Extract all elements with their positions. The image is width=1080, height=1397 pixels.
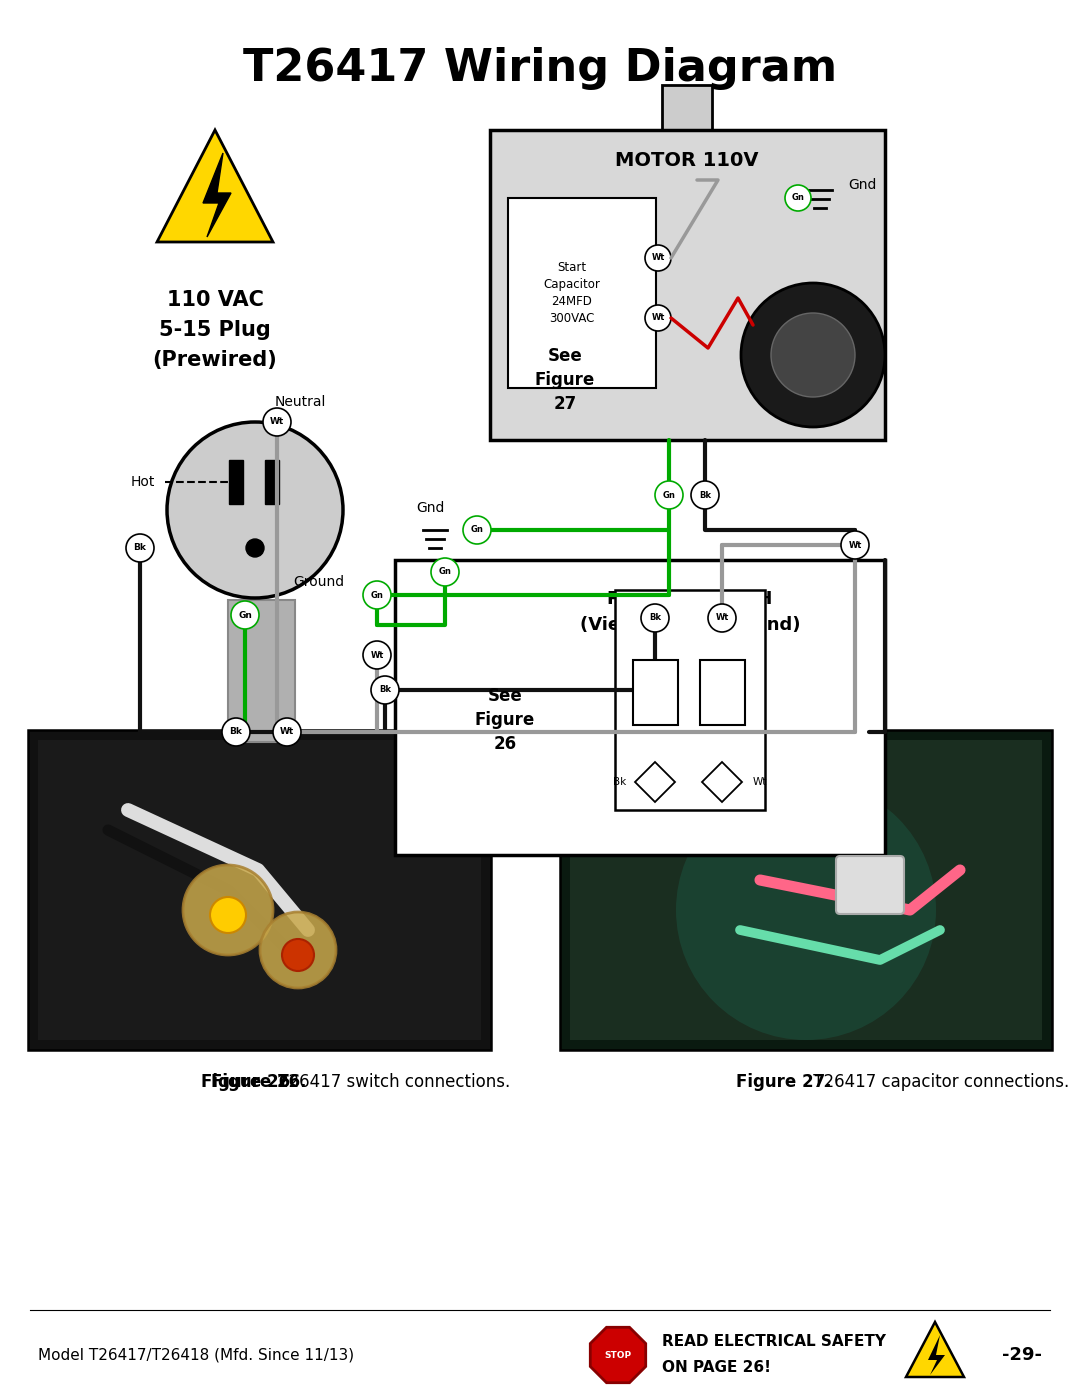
FancyBboxPatch shape [615,590,765,810]
Polygon shape [928,1336,945,1375]
FancyBboxPatch shape [561,731,1052,1051]
FancyBboxPatch shape [836,856,904,914]
Circle shape [363,581,391,609]
Text: See
Figure
27: See Figure 27 [535,348,595,412]
FancyBboxPatch shape [662,85,712,131]
Polygon shape [635,761,675,802]
Text: Bk: Bk [613,777,626,787]
Text: Gn: Gn [792,194,805,203]
FancyBboxPatch shape [228,599,295,742]
FancyBboxPatch shape [490,130,885,440]
Text: Figure 26.: Figure 26. [212,1073,307,1091]
Circle shape [363,641,391,669]
Circle shape [210,897,246,933]
Circle shape [642,604,669,631]
Text: See
Figure
26: See Figure 26 [475,687,535,753]
Text: 5-15 Plug: 5-15 Plug [159,320,271,339]
Text: ON PAGE 26!: ON PAGE 26! [662,1361,771,1376]
Text: Bk: Bk [649,613,661,623]
Circle shape [785,184,811,211]
FancyBboxPatch shape [395,560,885,855]
Text: Wt: Wt [753,777,767,787]
Circle shape [431,557,459,585]
Text: Figure 26.: Figure 26. [201,1073,297,1091]
FancyBboxPatch shape [229,460,243,504]
Text: Model T26417/T26418 (Mfd. Since 11/13): Model T26417/T26418 (Mfd. Since 11/13) [38,1348,354,1362]
Circle shape [282,939,314,971]
Polygon shape [906,1322,964,1377]
Text: STOP: STOP [605,1351,632,1359]
FancyBboxPatch shape [700,659,745,725]
Circle shape [771,313,855,397]
Text: Gn: Gn [662,490,675,500]
Text: Figure 27.: Figure 27. [735,1073,832,1091]
Text: READ ELECTRICAL SAFETY: READ ELECTRICAL SAFETY [662,1334,886,1350]
Text: Gn: Gn [471,525,484,535]
FancyBboxPatch shape [38,740,481,1039]
Circle shape [183,865,273,956]
FancyBboxPatch shape [28,731,491,1051]
Text: PADDLE SWITCH
(Viewed from Behind): PADDLE SWITCH (Viewed from Behind) [580,591,800,633]
Text: T26417 capacitor connections.: T26417 capacitor connections. [808,1073,1069,1091]
Circle shape [260,912,336,988]
Text: Wt: Wt [651,253,664,263]
FancyBboxPatch shape [508,198,656,388]
Text: Gn: Gn [438,567,451,577]
Text: T26417 Wiring Diagram: T26417 Wiring Diagram [243,46,837,89]
Polygon shape [157,130,273,242]
Polygon shape [702,761,742,802]
Circle shape [273,718,301,746]
Circle shape [645,244,671,271]
Circle shape [246,539,264,557]
Circle shape [708,604,735,631]
Circle shape [222,718,249,746]
Text: Gnd: Gnd [848,177,876,191]
Circle shape [372,676,399,704]
Text: Bk: Bk [230,728,242,736]
Text: Wt: Wt [370,651,383,659]
Text: MOTOR 110V: MOTOR 110V [616,151,759,169]
Text: Bk: Bk [379,686,391,694]
Text: T26417 switch connections.: T26417 switch connections. [273,1073,510,1091]
Circle shape [741,284,885,427]
Circle shape [654,481,683,509]
Text: Wt: Wt [270,418,284,426]
Text: Bk: Bk [134,543,147,552]
Text: Start
Capacitor
24MFD
300VAC: Start Capacitor 24MFD 300VAC [543,261,600,326]
Circle shape [126,534,154,562]
Text: Gnd: Gnd [416,502,444,515]
Text: 110 VAC: 110 VAC [166,291,264,310]
Polygon shape [203,154,231,237]
Circle shape [463,515,491,543]
Text: Bk: Bk [699,490,711,500]
FancyBboxPatch shape [265,460,279,504]
Polygon shape [591,1327,646,1383]
Circle shape [231,601,259,629]
Text: (Prewired): (Prewired) [152,351,278,370]
Text: Gn: Gn [370,591,383,599]
Circle shape [676,780,936,1039]
Text: Ground: Ground [293,576,345,590]
Text: -29-: -29- [1002,1345,1042,1363]
Text: Wt: Wt [280,728,294,736]
FancyBboxPatch shape [570,740,1042,1039]
Text: Wt: Wt [651,313,664,323]
Text: Gn: Gn [238,610,252,619]
Circle shape [264,408,291,436]
Text: Hot: Hot [131,475,156,489]
Text: Neutral: Neutral [275,395,326,409]
Text: Wt: Wt [715,613,729,623]
Text: Wt: Wt [848,541,862,549]
Circle shape [691,481,719,509]
FancyBboxPatch shape [633,659,678,725]
Circle shape [167,422,343,598]
Circle shape [841,531,869,559]
Circle shape [645,305,671,331]
